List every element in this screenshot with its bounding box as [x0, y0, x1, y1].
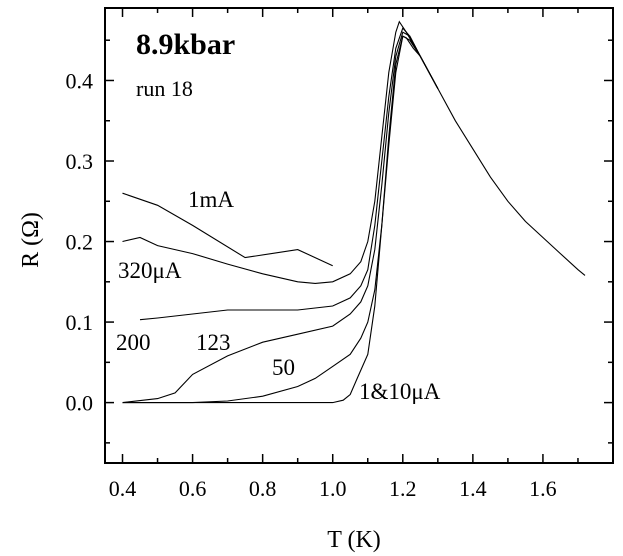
axis-ticks-group	[105, 8, 613, 463]
series-line-3	[122, 31, 439, 404]
x-tick-label: 0.4	[109, 476, 137, 501]
series-line-0	[122, 192, 333, 267]
plot-frame	[104, 7, 614, 464]
y-tick-label: 0.0	[66, 391, 94, 416]
x-tick-label: 1.0	[319, 476, 347, 501]
label-123: 123	[196, 330, 231, 355]
x-axis-title: T (K)	[327, 527, 381, 553]
chart-subtitle: run 18	[136, 76, 193, 101]
y-axis-title: R (Ω)	[18, 212, 44, 268]
x-tick-label: 0.6	[179, 476, 207, 501]
y-tick-label: 0.1	[66, 310, 94, 335]
chart-title: 8.9kbar	[136, 28, 235, 61]
x-tick-label: 1.6	[529, 476, 557, 501]
label-1mA: 1mA	[188, 187, 234, 212]
tick-labels-group: 0.4 0.6 0.8 1.0 1.2 1.4 1.6 0.0 0.1 0.2 0.3 0.4	[66, 68, 557, 501]
label-50: 50	[272, 355, 295, 380]
x-tick-label: 1.2	[389, 476, 417, 501]
y-tick-label: 0.2	[66, 230, 94, 255]
y-tick-label: 0.3	[66, 149, 94, 174]
series-line-1	[122, 20, 586, 284]
x-tick-label: 0.8	[249, 476, 277, 501]
label-320uA: 320μA	[118, 258, 182, 283]
label-1-10uA: 1&10μA	[359, 379, 441, 404]
series-group	[122, 20, 586, 404]
label-200: 200	[116, 330, 151, 355]
x-tick-label: 1.4	[459, 476, 487, 501]
series-line-2	[139, 27, 439, 321]
series-line-5	[122, 35, 439, 404]
y-tick-label: 0.4	[66, 68, 94, 93]
